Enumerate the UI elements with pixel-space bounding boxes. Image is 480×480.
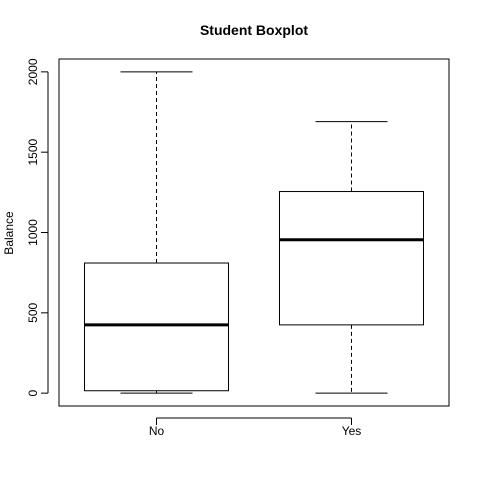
y-tick-label: 1500 bbox=[26, 139, 40, 166]
x-tick-label: Yes bbox=[342, 424, 362, 438]
y-tick-label: 0 bbox=[26, 389, 40, 396]
y-axis-label: Balance bbox=[2, 211, 16, 255]
y-axis: 0 500 1000 1500 2000 bbox=[26, 58, 49, 396]
y-tick-label: 500 bbox=[26, 302, 40, 322]
boxes-group bbox=[84, 71, 424, 394]
y-tick-label: 1000 bbox=[26, 219, 40, 246]
x-axis: No Yes bbox=[149, 417, 362, 438]
box-no bbox=[84, 71, 229, 394]
plot-frame bbox=[58, 58, 450, 407]
x-tick-label: No bbox=[149, 424, 165, 438]
box-yes bbox=[279, 121, 424, 394]
chart-title: Student Boxplot bbox=[200, 22, 308, 38]
iqr-box bbox=[84, 262, 229, 392]
y-tick-label: 2000 bbox=[26, 58, 40, 85]
iqr-box bbox=[279, 191, 424, 326]
